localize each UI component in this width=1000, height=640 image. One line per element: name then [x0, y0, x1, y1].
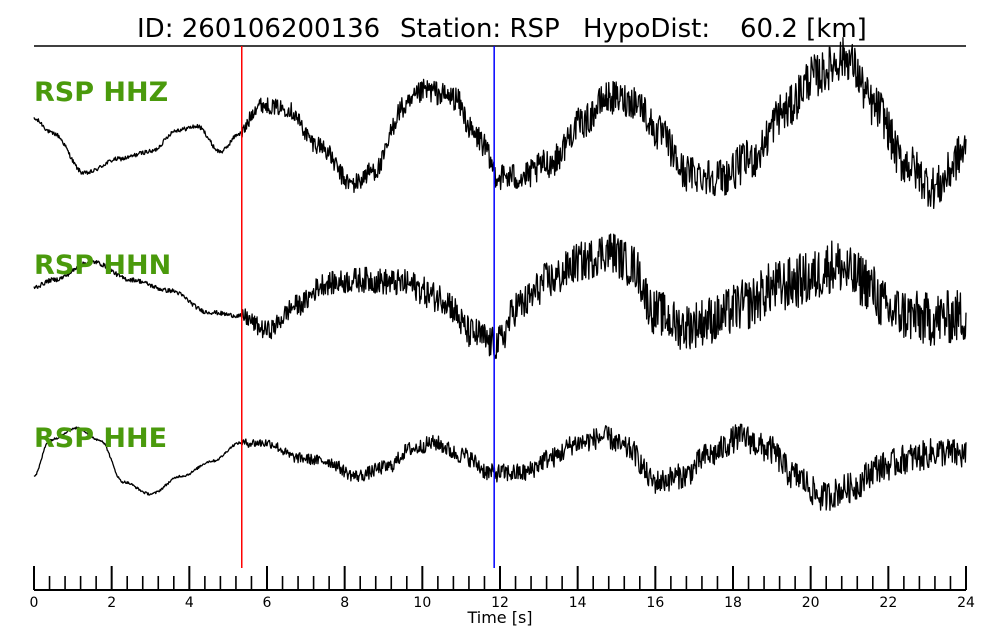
waveform-rsp-hhe [33, 423, 967, 511]
x-tick-label: 8 [340, 595, 349, 611]
x-tick-label: 22 [879, 595, 897, 611]
trace-label-hhn: RSP HHN [34, 250, 171, 281]
station-name: Station: RSP [400, 14, 560, 44]
chart-title: ID: 260106200136 Station: RSP HypoDist: … [137, 14, 867, 44]
x-tick-label: 18 [724, 595, 742, 611]
phase-picks [241, 46, 495, 568]
x-tick-label: 16 [646, 595, 664, 611]
trace-labels: RSP HHZ RSP HHN RSP HHE [34, 77, 171, 454]
x-tick-label: 2 [107, 595, 116, 611]
trace-label-hhe: RSP HHE [34, 423, 167, 454]
hypodist-value: 60.2 [km] [740, 14, 867, 44]
x-tick-label: 14 [569, 595, 587, 611]
event-id: ID: 260106200136 [137, 14, 380, 44]
waveform-rsp-hhz [33, 36, 967, 210]
waveform-traces [33, 36, 967, 511]
hypodist-label: HypoDist: [583, 14, 710, 44]
x-tick-label: 6 [263, 595, 272, 611]
x-tick-label: 12 [491, 595, 509, 611]
x-tick-label: 4 [185, 595, 194, 611]
x-tick-label: 10 [413, 595, 431, 611]
trace-label-hhz: RSP HHZ [34, 77, 168, 108]
x-axis-label: Time [s] [466, 608, 532, 627]
x-tick-label: 0 [30, 595, 39, 611]
time-axis: 0 2 4 6 8 10 12 14 16 18 20 22 24 [30, 566, 975, 611]
x-tick-label: 20 [802, 595, 820, 611]
x-tick-label: 24 [957, 595, 975, 611]
waveform-rsp-hhn [33, 233, 967, 360]
